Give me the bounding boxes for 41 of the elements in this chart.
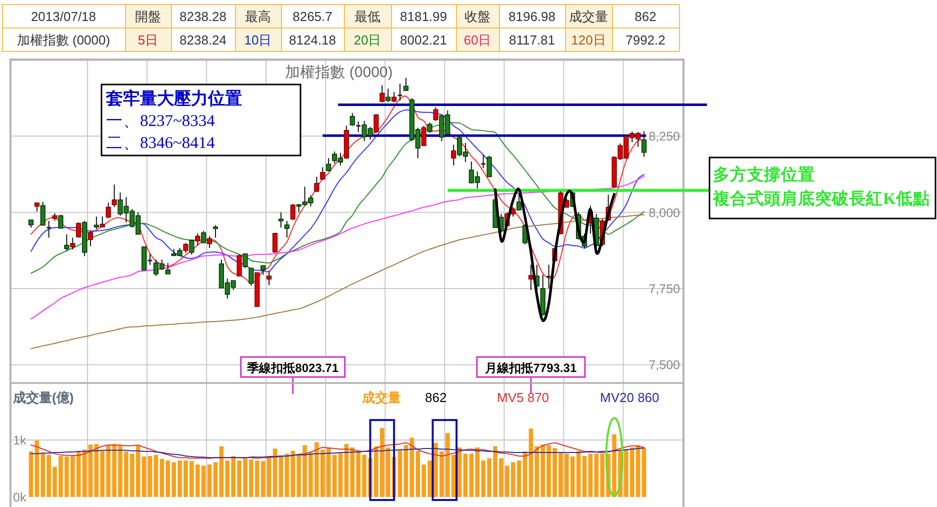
text: MV5 870 xyxy=(497,390,550,405)
text: 8265.7 xyxy=(292,8,332,24)
y-tick-label: 1k xyxy=(13,434,27,448)
annotation: 二、8346~8414 xyxy=(106,133,215,152)
y-axis-title: 成交量(億) xyxy=(12,390,74,405)
text: 開盤 xyxy=(135,8,161,24)
text: 多方支撐位置 xyxy=(713,165,815,184)
y-tick-label: 7,750 xyxy=(648,282,680,296)
text: 5日 xyxy=(138,32,158,48)
text: 8238.24 xyxy=(180,32,226,48)
annotation: 月線扣抵7793.31 xyxy=(484,361,577,375)
text: 8002.21 xyxy=(400,32,447,48)
y-tick-label: 0k xyxy=(13,490,27,504)
y-tick-label: 8,250 xyxy=(648,130,680,144)
text: 8181.99 xyxy=(400,8,447,24)
text: 最高 xyxy=(245,8,271,24)
text: 7992.2 xyxy=(626,32,666,48)
text: 8196.98 xyxy=(508,8,556,24)
y-tick-label: 7,500 xyxy=(648,358,680,372)
text: 120日 xyxy=(571,32,606,48)
text: MV20 860 xyxy=(600,390,660,405)
y-tick-label: 8,000 xyxy=(648,206,680,220)
text: 收盤 xyxy=(464,8,490,24)
text: 成交量 xyxy=(569,8,608,24)
text: 862 xyxy=(634,8,656,24)
annotation: 一、8237~8334 xyxy=(106,111,215,130)
text: 20日 xyxy=(354,32,382,48)
text: 8238.28 xyxy=(180,8,226,24)
chart-title: 加權指數 (0000) xyxy=(285,64,393,81)
text: 最低 xyxy=(354,8,380,24)
annotation: 862 xyxy=(425,390,447,405)
text: 8117.81 xyxy=(508,32,556,48)
text: 加權指數 (0000) xyxy=(16,32,110,48)
text: 10日 xyxy=(244,32,272,48)
annotation: 季線扣抵8023.71 xyxy=(246,361,339,375)
text: 成交量 xyxy=(361,390,401,405)
text: 8124.18 xyxy=(289,32,336,48)
annotation: 套牢量大壓力位置 xyxy=(105,89,242,108)
text: 60日 xyxy=(464,32,492,48)
text: 2013/07/18 xyxy=(30,8,96,24)
text: 複合式頭肩底突破長紅K低點 xyxy=(712,189,930,208)
